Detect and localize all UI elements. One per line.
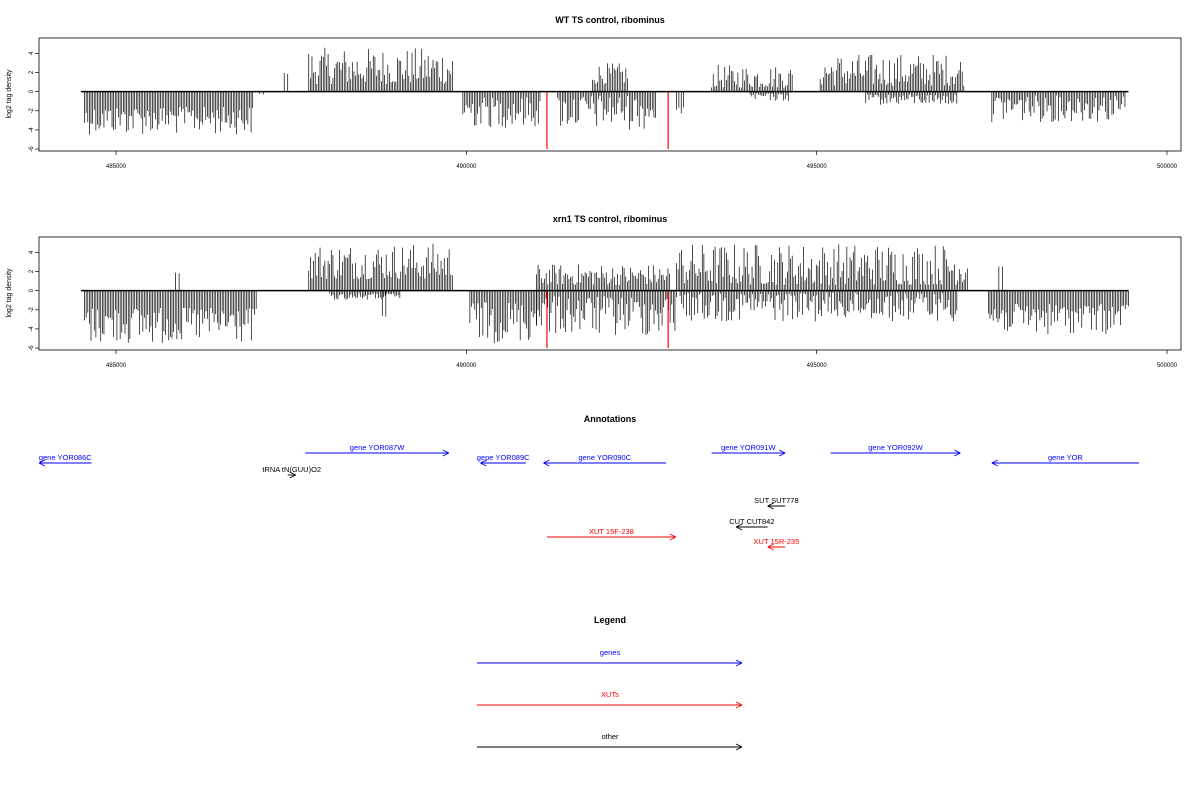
y-tick-label: 4 [29, 250, 35, 254]
wt-plot-frame [38, 37, 1182, 152]
legend-label: genes [600, 648, 621, 657]
annotation-label: gene YOR090C [578, 453, 631, 462]
x-tick-label: 490000 [456, 164, 477, 170]
wt-y-axis-label: log2 tag density [6, 69, 13, 119]
y-tick-label: 2 [29, 269, 35, 273]
y-tick-label: -2 [29, 306, 35, 312]
annotation-label: gene YOR092W [868, 443, 923, 452]
x-tick-label: 485000 [106, 363, 127, 369]
annotation-label: XUT 15R-235 [754, 537, 800, 546]
annotations-track: Annotations gene YOR086C tRNA tN(GUU)O2 ge… [38, 414, 1139, 551]
annotation-arrow [480, 459, 526, 467]
legend-arrow-other [477, 743, 743, 751]
annotation-arrow [38, 459, 92, 467]
x-tick-label: 495000 [807, 164, 828, 170]
wt-coverage-bars [81, 47, 1129, 150]
annotation-label: CUT CUT842 [729, 517, 774, 526]
annotation-arrow [711, 449, 786, 457]
annotation-label: gene YOR091W [721, 443, 776, 452]
annotation-arrow [287, 471, 296, 479]
wt-coverage-panel: WT TS control, ribominus log2 tag densit… [6, 15, 1182, 170]
annotation-label: XUT 15F-238 [589, 527, 634, 536]
x-tick-label: 495000 [807, 363, 828, 369]
xrn1-coverage-panel: xrn1 TS control, ribominus log2 tag dens… [6, 214, 1182, 369]
annotation-arrow [305, 449, 450, 457]
x-tick-label: 500000 [1157, 363, 1178, 369]
annotations-title: Annotations [584, 414, 637, 424]
xrn1-panel-title: xrn1 TS control, ribominus [553, 214, 668, 224]
annotation-label: gepe YOR089C [477, 453, 530, 462]
legend-label: other [601, 732, 619, 741]
xrn1-y-axis-label: log2 tag density [6, 268, 13, 318]
xrn1-coverage-bars [81, 243, 1129, 349]
y-tick-label: 2 [29, 70, 35, 74]
annotation-label: SUT SUT778 [754, 496, 798, 505]
annotation-label: gene YOR [1048, 453, 1083, 462]
x-tick-label: 485000 [106, 164, 127, 170]
xrn1-plot-frame [38, 236, 1182, 351]
annotation-label: gene YOR087W [350, 443, 405, 452]
y-tick-label: -2 [29, 107, 35, 113]
wt-axes: -6 -4 -2 0 2 4 485000 490000 495000 500000 [29, 51, 1178, 170]
legend-arrow-xut [477, 701, 743, 709]
legend-arrow-gene [477, 659, 743, 667]
legend-label: XUTs [601, 690, 619, 699]
xrn1-axes: -6 -4 -2 0 2 4 485000 490000 495000 500000 [29, 250, 1178, 369]
annotation-arrow [543, 459, 667, 467]
y-tick-label: -4 [29, 127, 35, 133]
legend: Legend genes XUTs other [477, 615, 743, 751]
x-tick-label: 490000 [456, 363, 477, 369]
y-tick-label: 0 [29, 89, 35, 93]
y-tick-label: 0 [29, 288, 35, 292]
annotation-arrow [767, 543, 786, 551]
annotation-label: tRNA tN(GUU)O2 [262, 465, 321, 474]
y-tick-label: -6 [29, 146, 35, 152]
annotation-arrow [991, 459, 1139, 467]
x-tick-label: 500000 [1157, 164, 1178, 170]
annotation-arrow [767, 502, 786, 510]
annotation-arrow [830, 449, 961, 457]
annotation-arrow [735, 523, 768, 531]
annotation-arrow [546, 533, 677, 541]
y-tick-label: 4 [29, 51, 35, 55]
annotation-label: gene YOR086C [39, 453, 92, 462]
y-tick-label: -4 [29, 326, 35, 332]
y-tick-label: -6 [29, 345, 35, 351]
legend-title: Legend [594, 615, 626, 625]
wt-panel-title: WT TS control, ribominus [555, 15, 665, 25]
